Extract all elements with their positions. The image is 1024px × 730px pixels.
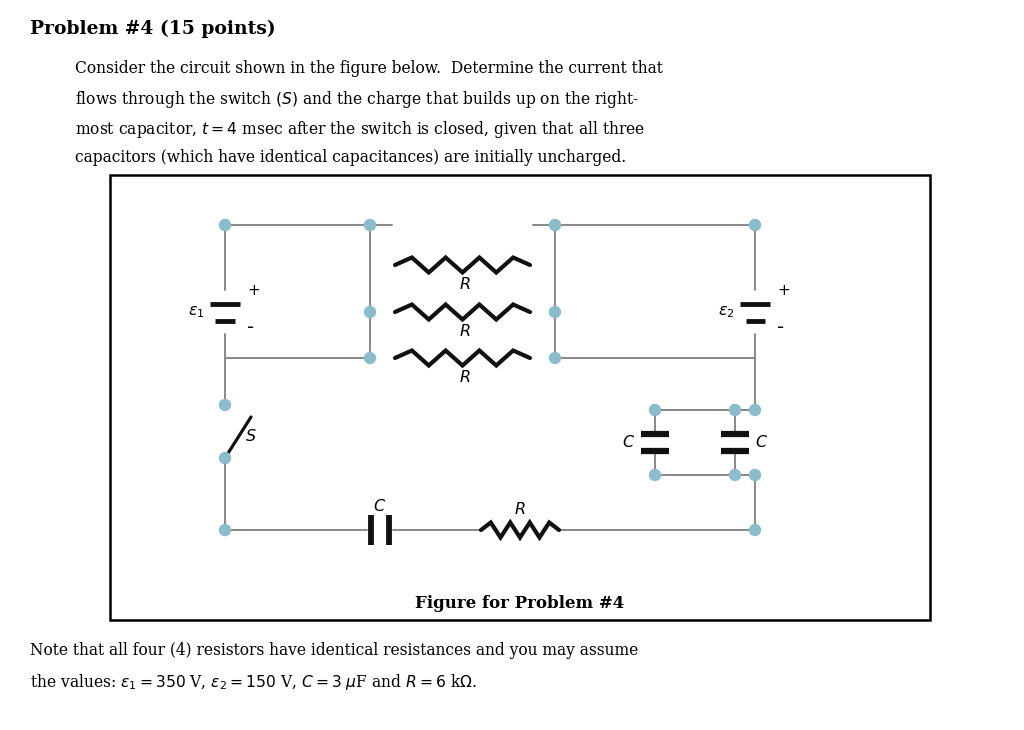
Circle shape xyxy=(750,469,761,480)
Text: the values: $\varepsilon_1 = 350$ V, $\varepsilon_2 = 150$ V, $C = 3\ \mu$F and : the values: $\varepsilon_1 = 350$ V, $\v… xyxy=(30,672,477,691)
Text: capacitors (which have identical capacitances) are initially uncharged.: capacitors (which have identical capacit… xyxy=(75,148,627,166)
Text: $\varepsilon_2$: $\varepsilon_2$ xyxy=(719,304,735,320)
Text: -: - xyxy=(247,318,254,337)
Text: $C$: $C$ xyxy=(755,434,768,451)
Circle shape xyxy=(649,404,660,415)
Circle shape xyxy=(750,220,761,231)
Circle shape xyxy=(750,404,761,415)
Circle shape xyxy=(649,469,660,480)
Circle shape xyxy=(219,453,230,464)
Circle shape xyxy=(550,220,560,231)
Circle shape xyxy=(219,399,230,410)
Circle shape xyxy=(365,353,376,364)
Circle shape xyxy=(729,469,740,480)
Circle shape xyxy=(550,353,560,364)
Text: $S$: $S$ xyxy=(245,428,257,445)
Circle shape xyxy=(750,524,761,536)
Text: +: + xyxy=(777,283,790,298)
Circle shape xyxy=(365,220,376,231)
Text: Figure for Problem #4: Figure for Problem #4 xyxy=(416,595,625,612)
Circle shape xyxy=(729,404,740,415)
Text: flows through the switch $(S)$ and the charge that builds up on the right-: flows through the switch $(S)$ and the c… xyxy=(75,90,639,110)
Circle shape xyxy=(219,220,230,231)
FancyBboxPatch shape xyxy=(110,175,930,620)
Text: $C$: $C$ xyxy=(622,434,635,451)
Text: most capacitor, $t = 4$ msec after the switch is closed, given that all three: most capacitor, $t = 4$ msec after the s… xyxy=(75,119,645,140)
Text: Problem #4 (15 points): Problem #4 (15 points) xyxy=(30,20,275,38)
Text: Note that all four (4) resistors have identical resistances and you may assume: Note that all four (4) resistors have id… xyxy=(30,642,638,659)
Circle shape xyxy=(550,307,560,318)
Text: $\varepsilon_1$: $\varepsilon_1$ xyxy=(188,304,205,320)
Text: $R$: $R$ xyxy=(514,501,525,518)
Text: $R$: $R$ xyxy=(459,369,470,386)
Text: $R$: $R$ xyxy=(459,323,470,340)
Circle shape xyxy=(365,307,376,318)
Circle shape xyxy=(219,524,230,536)
Text: Consider the circuit shown in the figure below.  Determine the current that: Consider the circuit shown in the figure… xyxy=(75,60,663,77)
Text: $R$: $R$ xyxy=(459,276,470,293)
Text: -: - xyxy=(777,318,784,337)
Text: $C$: $C$ xyxy=(374,498,387,515)
Text: +: + xyxy=(247,283,260,298)
